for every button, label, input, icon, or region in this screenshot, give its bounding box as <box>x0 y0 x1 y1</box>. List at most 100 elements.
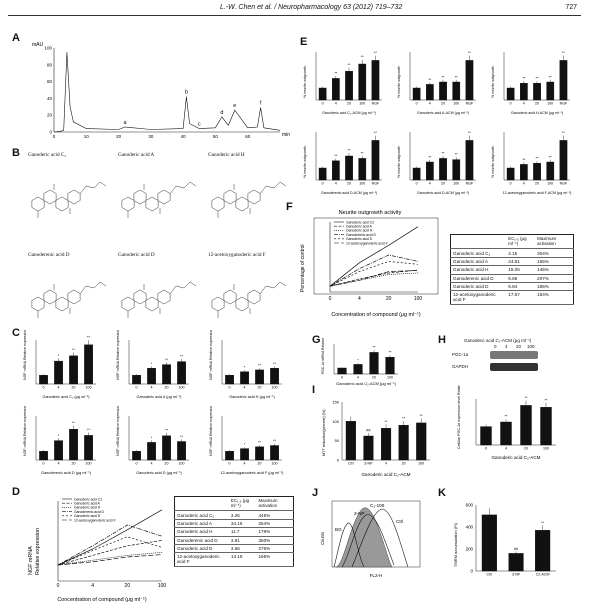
bar <box>533 163 541 181</box>
panel-a-xtick: 30 <box>148 134 154 139</box>
bar <box>480 426 492 446</box>
bar <box>332 160 340 181</box>
panel-d-table: EC₁.₅ (μg ml⁻¹) Maximum activation Ganoder… <box>174 496 294 567</box>
tick-label: 20 <box>165 462 169 466</box>
bar <box>54 440 63 461</box>
ring <box>157 289 171 305</box>
structure-name: Ganoderic acid A <box>118 152 155 158</box>
structure-name: Ganoderic acid C₂ <box>28 152 67 158</box>
tick-label: 4 <box>335 182 337 186</box>
panel-c-ylabel: NGF mRNA Relative expression <box>209 406 213 456</box>
panel-j-label-ctrl: Ctrl <box>396 519 403 524</box>
sig-mark: ** <box>334 71 337 75</box>
panel-i-xlabel: Ganoderic acid C₂-ACM <box>361 472 410 477</box>
side-chain <box>79 281 107 295</box>
bar <box>132 451 141 461</box>
ring <box>145 296 159 312</box>
tick-label: 20 <box>165 386 169 390</box>
table-cell: 3.25 <box>228 510 257 520</box>
sig-mark: * <box>244 366 246 370</box>
panel-a-peak-label: d <box>220 110 223 116</box>
tick-label: 20 <box>258 386 262 390</box>
legend-entry: Ganoderic acid D <box>74 514 101 518</box>
sig-mark: ** <box>562 51 565 55</box>
series-line <box>57 554 163 566</box>
panel-g-ylabel: PGC-1α mRNA Relative expression <box>321 338 325 374</box>
tick-label: 20 <box>347 102 351 106</box>
panel-f-frame <box>313 217 439 295</box>
tick-label: 100 <box>86 386 92 390</box>
table-row: Ganoderic acid H 15.05 145% <box>450 265 574 275</box>
panel-h-blot: Ganoderic acid C₂-ACM (μg ml⁻¹) 0 4 20 1… <box>452 338 562 380</box>
journal-citation: L.-W. Chen et al. / Neuropharmacology 63… <box>220 4 403 11</box>
panel-d-xtick: 0 <box>57 583 60 589</box>
sig-mark: ** <box>87 336 90 340</box>
tick-label: 0 <box>322 182 324 186</box>
sig-mark: ** <box>536 77 539 81</box>
panel-j-label-3np: 3-NP <box>354 511 364 516</box>
table-cell: 11.7 <box>228 527 257 537</box>
sig-mark: ** <box>442 151 445 155</box>
table-row: 12-acetoxyganoderic acid F 14.18 165% <box>174 552 294 567</box>
series-line <box>329 270 419 287</box>
series-line <box>57 552 163 566</box>
table-cell: Ganoderic acid A <box>450 257 507 267</box>
substituents <box>37 184 71 218</box>
ring <box>247 189 261 205</box>
ring <box>31 196 45 212</box>
bar <box>337 367 347 375</box>
table-row: Ganoderic acid A 34.16 254% <box>174 519 294 529</box>
structure-name: Ganoderic acid D <box>118 252 155 258</box>
panel-e-ylabel: % neurite outgrowth <box>303 66 307 98</box>
bar <box>147 368 156 385</box>
ring <box>55 196 69 212</box>
tick-label: 4 <box>385 462 387 466</box>
bar <box>465 60 474 101</box>
bar <box>345 155 353 181</box>
sig-mark: ** <box>72 348 75 352</box>
bar <box>412 87 421 101</box>
panel-e-ylabel: % neurite outgrowth <box>303 146 307 178</box>
substituents <box>127 284 161 318</box>
bar <box>385 357 395 375</box>
panel-a-ytick: 20 <box>47 113 53 118</box>
table-cell: 12-acetoxyganoderic acid F <box>174 552 229 567</box>
sig-mark: ** <box>522 77 525 81</box>
panel-k-ylabel: TMRM accumulation (FI) <box>453 522 458 567</box>
series-line <box>329 226 419 287</box>
panel-g-bar-chart: 0 4 * 20 ** 100 ** PGC-1α mRNA Relative express… <box>321 338 398 386</box>
tick-label: 20 <box>72 386 76 390</box>
bar <box>240 371 249 385</box>
panel-c-xlabel: Ganoderic acid A (μg ml⁻¹) <box>137 395 183 399</box>
bar <box>559 60 568 101</box>
bar <box>39 375 48 385</box>
bar <box>353 364 363 375</box>
bar <box>398 425 409 461</box>
tick-label: 20 <box>402 462 406 466</box>
table-cell: 3.66 <box>228 544 257 554</box>
tick-label: 4 <box>58 462 60 466</box>
ring <box>145 196 159 212</box>
table-cell: 179% <box>256 527 294 537</box>
table-cell: Ganoderic acid A <box>174 519 229 529</box>
sig-mark: ** <box>402 417 405 421</box>
panel-f-xtick: 4 <box>358 296 361 302</box>
ring <box>43 189 57 205</box>
structure-cell: Ganoderenic acid D <box>24 248 112 328</box>
panel-k-ytick: 600 <box>466 503 474 508</box>
panel-label-i: I <box>312 384 316 396</box>
ring <box>133 289 147 305</box>
bar <box>506 87 515 101</box>
panel-e-xlabel: Ganoderenic acid D-ACM (μg ml⁻¹) <box>321 191 377 195</box>
panel-j-bg-curve <box>333 522 365 568</box>
gapdh-band <box>490 363 538 371</box>
side-chain <box>259 181 287 195</box>
molecule-drawing <box>211 181 287 218</box>
panel-j-ctrl-curve <box>351 508 409 568</box>
ring <box>223 289 237 305</box>
sig-mark: * <box>151 436 153 440</box>
legend-entry: Ganoderic acid C2 <box>346 220 374 224</box>
table-cell: Ganoderic acid C₂ <box>174 510 229 520</box>
legend-entry: Ganoderenic acid D <box>346 233 377 237</box>
legend-entry: Ganoderic acid A <box>74 502 101 506</box>
